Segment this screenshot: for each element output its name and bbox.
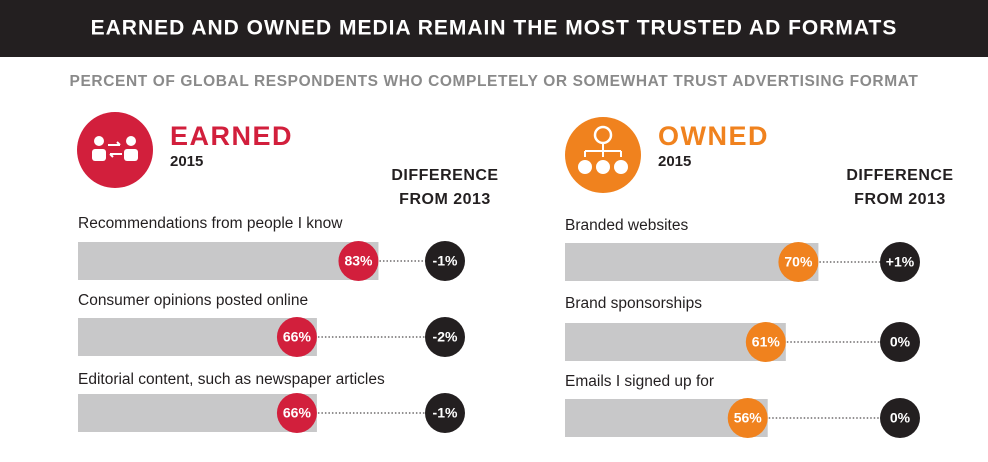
change-label: -1%	[433, 405, 458, 421]
value-badge	[778, 242, 819, 282]
value-badge	[276, 393, 317, 433]
category-label: Emails I signed up for	[565, 373, 714, 390]
difference-header: DIFFERENCE FROM 2013	[391, 167, 499, 208]
category-label: Brand sponsorships	[565, 295, 702, 312]
value-label: 56%	[734, 410, 763, 426]
header-bar	[0, 0, 988, 57]
value-label: 61%	[752, 334, 781, 350]
category-label: Recommendations from people I know	[78, 215, 343, 232]
change-badge	[425, 241, 465, 281]
panel-subtitle: 2015	[658, 153, 691, 170]
owned-icon	[565, 117, 641, 193]
change-badge	[425, 393, 465, 433]
panel-title: EARNED	[170, 121, 293, 151]
change-label: -2%	[433, 329, 458, 345]
value-badge	[745, 322, 786, 362]
panel-title: OWNED	[658, 121, 769, 151]
value-label: 70%	[784, 254, 813, 270]
change-badge	[425, 317, 465, 357]
bar	[565, 243, 819, 281]
value-label: 83%	[344, 253, 373, 269]
value-badge	[276, 317, 317, 357]
change-label: +1%	[886, 254, 915, 270]
panel-subtitle: 2015	[170, 153, 203, 170]
value-label: 66%	[283, 329, 312, 345]
change-label: 0%	[890, 410, 911, 426]
change-badge	[880, 242, 920, 282]
value-label: 66%	[283, 405, 312, 421]
change-badge	[880, 398, 920, 438]
change-badge	[880, 322, 920, 362]
difference-header: DIFFERENCE FROM 2013	[846, 167, 954, 208]
title: EARNED AND OWNED MEDIA REMAIN THE MOST T…	[91, 17, 898, 40]
value-badge	[727, 398, 768, 438]
earned-icon	[77, 112, 153, 188]
change-label: 0%	[890, 334, 911, 350]
value-badge	[338, 241, 379, 281]
category-label: Branded websites	[565, 217, 688, 234]
change-label: -1%	[433, 253, 458, 269]
category-label: Editorial content, such as newspaper art…	[78, 371, 385, 388]
subtitle: PERCENT OF GLOBAL RESPONDENTS WHO COMPLE…	[70, 73, 919, 90]
bar	[78, 242, 379, 280]
category-label: Consumer opinions posted online	[78, 292, 308, 309]
